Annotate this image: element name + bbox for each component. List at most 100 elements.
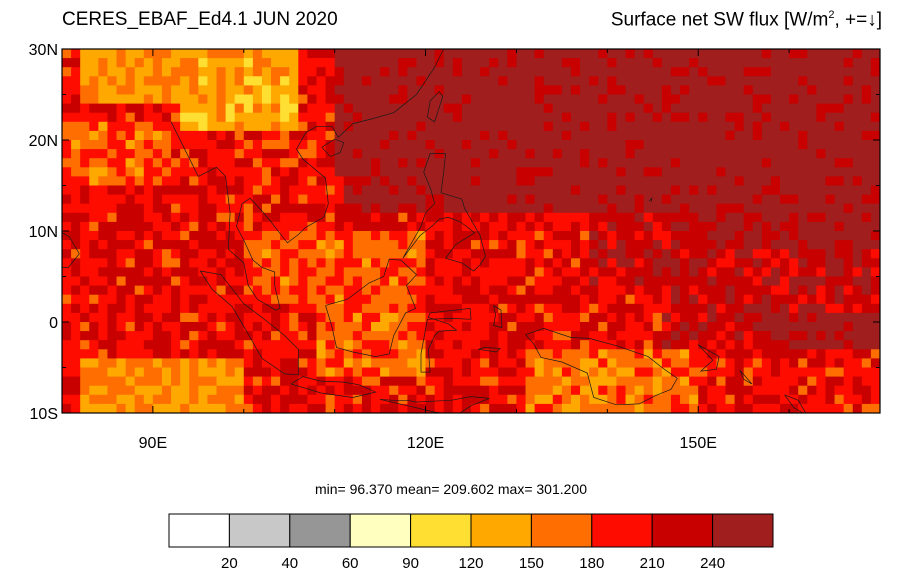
- field-cell: [561, 285, 572, 296]
- field-cell: [334, 322, 345, 332]
- field-cell: [834, 394, 845, 405]
- field-cell: [343, 240, 354, 250]
- field-cell: [334, 58, 345, 68]
- field-cell: [761, 322, 772, 332]
- field-cell: [652, 294, 663, 305]
- field-cell: [161, 349, 172, 359]
- field-cell: [389, 312, 399, 323]
- field-cell: [534, 394, 545, 405]
- field-cell: [280, 349, 290, 359]
- field-cell: [334, 303, 345, 314]
- field-cell: [616, 185, 626, 195]
- field-cell: [807, 349, 817, 359]
- field-cell: [161, 149, 172, 159]
- field-cell: [325, 394, 336, 405]
- field-cell: [680, 121, 690, 132]
- field-cell: [752, 231, 763, 241]
- field-cell: [698, 221, 708, 232]
- field-cell: [298, 221, 308, 232]
- field-cell: [607, 212, 617, 223]
- field-cell: [134, 149, 145, 159]
- field-cell: [452, 130, 463, 141]
- field-cell: [780, 322, 790, 332]
- field-cell: [489, 194, 499, 205]
- field-cell: [507, 294, 517, 305]
- field-cell: [434, 76, 445, 86]
- field-cell: [89, 331, 99, 341]
- field-cell: [361, 121, 372, 132]
- field-cell: [98, 85, 108, 95]
- field-cell: [561, 258, 572, 268]
- field-cell: [107, 67, 117, 77]
- field-cell: [670, 249, 681, 259]
- field-cell: [861, 149, 872, 159]
- field-cell: [734, 58, 745, 68]
- field-cell: [607, 140, 617, 150]
- field-cell: [461, 185, 472, 195]
- field-cell: [661, 94, 672, 104]
- field-cell: [325, 67, 336, 77]
- field-cell: [252, 176, 263, 186]
- field-cell: [152, 403, 163, 413]
- field-cell: [652, 349, 663, 359]
- field-cell: [389, 231, 399, 241]
- field-cell: [770, 403, 781, 413]
- field-cell: [725, 67, 735, 77]
- field-cell: [389, 185, 399, 195]
- field-cell: [807, 121, 817, 132]
- field-cell: [480, 112, 490, 123]
- field-cell: [607, 221, 617, 232]
- field-cell: [71, 76, 81, 86]
- field-cell: [489, 158, 499, 168]
- field-cell: [861, 167, 872, 177]
- colorbar-swatch: [168, 513, 230, 548]
- field-cell: [407, 85, 417, 95]
- field-cell: [443, 121, 454, 132]
- field-cell: [389, 367, 399, 377]
- field-cell: [452, 403, 463, 413]
- field-cell: [89, 112, 99, 123]
- field-cell: [834, 303, 845, 314]
- field-cell: [261, 331, 272, 341]
- field-cell: [698, 49, 708, 59]
- field-cell: [516, 394, 526, 405]
- field-cell: [71, 176, 81, 186]
- field-cell: [116, 331, 127, 341]
- field-cell: [780, 121, 790, 132]
- field-cell: [525, 221, 536, 232]
- field-cell: [261, 385, 272, 396]
- field-cell: [489, 76, 499, 86]
- field-cell: [525, 49, 536, 59]
- field-cell: [198, 176, 208, 186]
- field-cell: [861, 231, 872, 241]
- field-cell: [770, 49, 781, 59]
- field-cell: [425, 140, 436, 150]
- field-cell: [62, 212, 72, 223]
- field-cell: [116, 258, 127, 268]
- field-cell: [371, 376, 381, 387]
- field-cell: [516, 203, 526, 214]
- field-cell: [743, 112, 754, 123]
- field-cell: [652, 276, 663, 286]
- field-cell: [870, 267, 880, 277]
- field-cell: [62, 231, 72, 241]
- field-cell: [471, 394, 481, 405]
- field-cell: [107, 349, 117, 359]
- field-cell: [689, 176, 699, 186]
- field-cell: [480, 130, 490, 141]
- field-cell: [361, 340, 372, 350]
- field-cell: [861, 394, 872, 405]
- field-cell: [607, 194, 617, 205]
- field-cell: [471, 340, 481, 350]
- field-cell: [516, 212, 526, 223]
- field-cell: [870, 167, 880, 177]
- field-cell: [471, 349, 481, 359]
- field-cell: [152, 58, 163, 68]
- field-cell: [298, 312, 308, 323]
- field-cell: [98, 130, 108, 141]
- field-cell: [371, 231, 381, 241]
- field-cell: [143, 394, 154, 405]
- field-cell: [816, 285, 826, 296]
- field-cell: [380, 76, 390, 86]
- field-cell: [861, 285, 872, 296]
